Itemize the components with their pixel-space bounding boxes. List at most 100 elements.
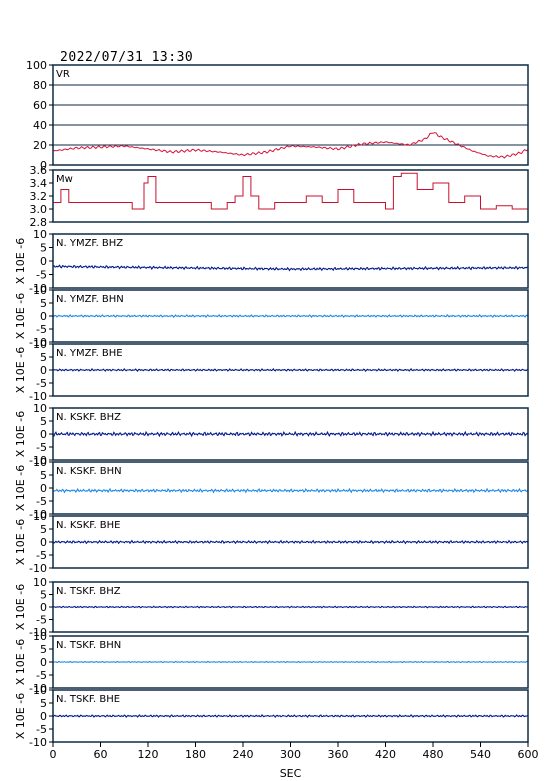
panel-frame-vr [52,64,529,166]
panel-label-vr: VR [56,69,70,80]
y-tick-label: 2.8 [30,216,48,229]
y-tick-label: 10 [33,576,47,589]
series-line-ymzf-bhn [52,314,529,318]
y-tick-label: 0 [40,536,47,549]
y-tick-label: -10 [29,562,47,575]
x-tick-label: 540 [470,748,491,761]
panel-label-tskf-bhe: N. TSKF. BHE [56,694,120,705]
y-tick-label: 3.0 [30,203,48,216]
series-line-ymzf-bhz [52,264,529,272]
panel-frame-kskf-bhn [52,461,529,515]
page-title: 2022/07/31 13:30 [60,50,194,65]
y-tick-label: -5 [36,614,47,627]
y-tick-label: -10 [29,682,47,695]
series-line-mw [53,172,529,213]
panel-label-tskf-bhz: N. TSKF. BHZ [56,586,121,597]
y-tick-label: 10 [33,402,47,415]
series-line-tskf-bhz [52,605,529,609]
y-tick-label: 10 [33,630,47,643]
y-tick-label: -5 [36,669,47,682]
y-tick-label: 0 [40,310,47,323]
series-line-tskf-bhe [52,714,529,718]
y-tick-label: -5 [36,723,47,736]
series-line-kskf-bhn [52,487,529,494]
y-tick-label: 20 [33,139,47,152]
y-tick-label: -5 [36,377,47,390]
panel-label-ymzf-bhz: N. YMZF. BHZ [56,238,123,249]
y-tick-label: -5 [36,323,47,336]
y-tick-label: -10 [29,736,47,749]
y-tick-label: 10 [33,338,47,351]
x-tick-label: 240 [233,748,254,761]
y-axis-unit-label: X 10E -6 [14,693,27,739]
y-tick-label: 60 [33,99,47,112]
y-tick-label: 100 [26,59,47,72]
x-tick-label: 480 [423,748,444,761]
y-tick-label: -5 [36,549,47,562]
series-line-ymzf-bhe [52,368,529,372]
x-tick-label: 0 [50,748,57,761]
y-tick-label: 10 [33,456,47,469]
y-tick-label: 10 [33,510,47,523]
y-tick-label: 5 [40,523,47,536]
y-tick-label: 5 [40,697,47,710]
panel-frame-mw [52,169,529,223]
y-tick-label: -10 [29,626,47,639]
y-axis-unit-label: X 10E -6 [14,519,27,565]
y-axis-unit-label: X 10E -6 [14,347,27,393]
y-tick-label: 5 [40,351,47,364]
panel-label-kskf-bhe: N. KSKF. BHE [56,520,121,531]
y-tick-label: 10 [33,684,47,697]
x-tick-label: 60 [94,748,108,761]
panel-label-kskf-bhn: N. KSKF. BHN [56,466,122,477]
y-tick-label: 5 [40,589,47,602]
series-line-kskf-bhz [52,430,529,438]
y-tick-label: -5 [36,495,47,508]
y-tick-label: 0 [40,656,47,669]
y-tick-label: 10 [33,228,47,241]
x-tick-label: 600 [518,748,539,761]
y-tick-label: 5 [40,297,47,310]
y-tick-label: 80 [33,79,47,92]
x-tick-label: 180 [185,748,206,761]
y-tick-label: 5 [40,415,47,428]
y-tick-label: 0 [40,255,47,268]
y-tick-label: -5 [36,269,47,282]
y-axis-unit-label: X 10E -6 [14,465,27,511]
y-tick-label: 0 [40,428,47,441]
y-tick-label: -10 [29,336,47,349]
y-tick-label: -10 [29,454,47,467]
y-axis-unit-label: X 10E -6 [14,411,27,457]
y-tick-label: 0 [40,364,47,377]
x-tick-label: 360 [328,748,349,761]
panel-label-mw: Mw [56,174,73,185]
x-tick-label: 300 [280,748,301,761]
y-tick-label: 5 [40,469,47,482]
y-tick-label: -5 [36,441,47,454]
x-axis-label: SEC [280,767,302,780]
panel-label-kskf-bhz: N. KSKF. BHZ [56,412,121,423]
y-tick-label: 5 [40,643,47,656]
y-tick-label: 3.6 [30,164,48,177]
y-axis-unit-label: X 10E -6 [14,293,27,339]
y-tick-label: 3.4 [30,177,48,190]
y-tick-label: -10 [29,508,47,521]
panel-frame-ymzf-bhz [52,233,529,289]
y-axis-unit-label: X 10E -6 [14,238,27,284]
y-tick-label: 3.2 [30,190,48,203]
panel-label-ymzf-bhn: N. YMZF. BHN [56,294,124,305]
x-tick-label: 420 [375,748,396,761]
y-tick-label: 0 [40,159,47,172]
y-tick-label: 0 [40,710,47,723]
series-line-tskf-bhn [52,660,529,664]
series-line-kskf-bhe [52,539,529,545]
panel-label-tskf-bhn: N. TSKF. BHN [56,640,121,651]
panel-label-ymzf-bhe: N. YMZF. BHE [56,348,123,359]
series-line-vr [52,132,529,159]
y-axis-unit-label: X 10E -6 [14,584,27,630]
y-tick-label: -10 [29,282,47,295]
x-tick-label: 120 [138,748,159,761]
y-tick-label: 10 [33,284,47,297]
y-axis-unit-label: X 10E -6 [14,639,27,685]
